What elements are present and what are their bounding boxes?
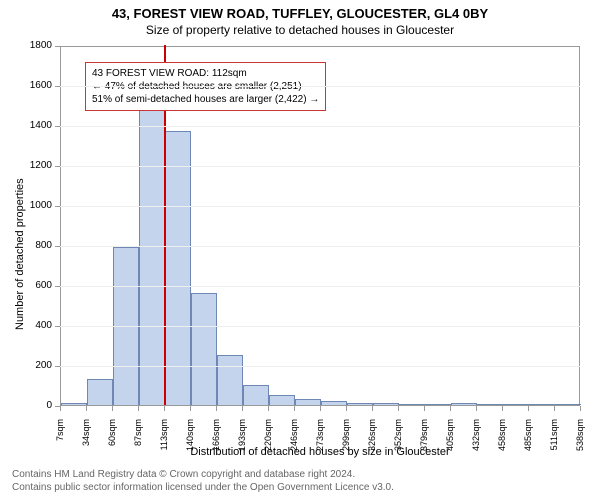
histogram-bar: [165, 131, 191, 405]
ytick-mark: [55, 206, 60, 207]
gridline: [60, 366, 580, 367]
footer-line1: Contains HM Land Registry data © Crown c…: [12, 468, 394, 481]
xtick-label: 246sqm: [289, 419, 299, 469]
histogram-bar: [399, 404, 425, 405]
xtick-mark: [164, 406, 165, 411]
xtick-mark: [346, 406, 347, 411]
histogram-bar: [451, 403, 477, 405]
ytick-label: 600: [20, 280, 52, 291]
histogram-bar: [139, 109, 165, 405]
ytick-label: 200: [20, 360, 52, 371]
xtick-label: 273sqm: [315, 419, 325, 469]
histogram-bar: [321, 401, 347, 405]
ytick-mark: [55, 86, 60, 87]
ytick-mark: [55, 366, 60, 367]
ytick-label: 0: [20, 400, 52, 411]
histogram-bar: [191, 293, 217, 405]
xtick-mark: [398, 406, 399, 411]
xtick-label: 458sqm: [497, 419, 507, 469]
xtick-label: 220sqm: [263, 419, 273, 469]
xtick-mark: [528, 406, 529, 411]
callout-line3: 51% of semi-detached houses are larger (…: [92, 93, 319, 106]
ytick-label: 800: [20, 240, 52, 251]
xtick-mark: [268, 406, 269, 411]
callout-line1: 43 FOREST VIEW ROAD: 112sqm: [92, 67, 319, 80]
xtick-mark: [450, 406, 451, 411]
histogram-bar: [61, 403, 87, 405]
chart-subtitle: Size of property relative to detached ho…: [0, 21, 600, 37]
histogram-bar: [243, 385, 269, 405]
histogram-bar: [477, 404, 503, 405]
ytick-label: 1800: [20, 40, 52, 51]
gridline: [60, 206, 580, 207]
xtick-label: 511sqm: [549, 419, 559, 469]
gridline: [60, 86, 580, 87]
xtick-mark: [138, 406, 139, 411]
histogram-bar: [555, 404, 581, 405]
xtick-label: 166sqm: [211, 419, 221, 469]
xtick-mark: [372, 406, 373, 411]
xtick-mark: [242, 406, 243, 411]
ytick-mark: [55, 126, 60, 127]
xtick-mark: [502, 406, 503, 411]
gridline: [60, 166, 580, 167]
histogram-bar: [425, 404, 451, 405]
xtick-label: 379sqm: [419, 419, 429, 469]
histogram-bar: [503, 404, 529, 405]
histogram-bar: [269, 395, 295, 405]
xtick-label: 140sqm: [185, 419, 195, 469]
histogram-bar: [295, 399, 321, 405]
xtick-mark: [216, 406, 217, 411]
xtick-mark: [320, 406, 321, 411]
xtick-mark: [112, 406, 113, 411]
xtick-label: 7sqm: [55, 419, 65, 469]
ytick-mark: [55, 246, 60, 247]
xtick-label: 193sqm: [237, 419, 247, 469]
xtick-label: 432sqm: [471, 419, 481, 469]
xtick-label: 405sqm: [445, 419, 455, 469]
footer-line2: Contains public sector information licen…: [12, 481, 394, 494]
xtick-mark: [554, 406, 555, 411]
xtick-mark: [424, 406, 425, 411]
xtick-label: 113sqm: [159, 419, 169, 469]
histogram-bar: [373, 403, 399, 405]
ytick-label: 400: [20, 320, 52, 331]
histogram-bar: [87, 379, 113, 405]
ytick-label: 1000: [20, 200, 52, 211]
ytick-mark: [55, 286, 60, 287]
histogram-bar: [529, 404, 555, 405]
ytick-label: 1600: [20, 80, 52, 91]
gridline: [60, 126, 580, 127]
xtick-mark: [580, 406, 581, 411]
xtick-mark: [60, 406, 61, 411]
xtick-label: 352sqm: [393, 419, 403, 469]
xtick-label: 34sqm: [81, 419, 91, 469]
gridline: [60, 246, 580, 247]
xtick-mark: [86, 406, 87, 411]
xtick-mark: [294, 406, 295, 411]
histogram-bar: [347, 403, 373, 405]
xtick-label: 326sqm: [367, 419, 377, 469]
gridline: [60, 326, 580, 327]
ytick-label: 1200: [20, 160, 52, 171]
xtick-label: 60sqm: [107, 419, 117, 469]
xtick-mark: [476, 406, 477, 411]
footer: Contains HM Land Registry data © Crown c…: [12, 468, 394, 494]
xtick-label: 87sqm: [133, 419, 143, 469]
ytick-label: 1400: [20, 120, 52, 131]
ytick-mark: [55, 326, 60, 327]
xtick-label: 299sqm: [341, 419, 351, 469]
gridline: [60, 286, 580, 287]
histogram-bar: [217, 355, 243, 405]
chart-title: 43, FOREST VIEW ROAD, TUFFLEY, GLOUCESTE…: [0, 0, 600, 21]
xtick-mark: [190, 406, 191, 411]
xtick-label: 485sqm: [523, 419, 533, 469]
ytick-mark: [55, 166, 60, 167]
ytick-mark: [55, 46, 60, 47]
xtick-label: 538sqm: [575, 419, 585, 469]
